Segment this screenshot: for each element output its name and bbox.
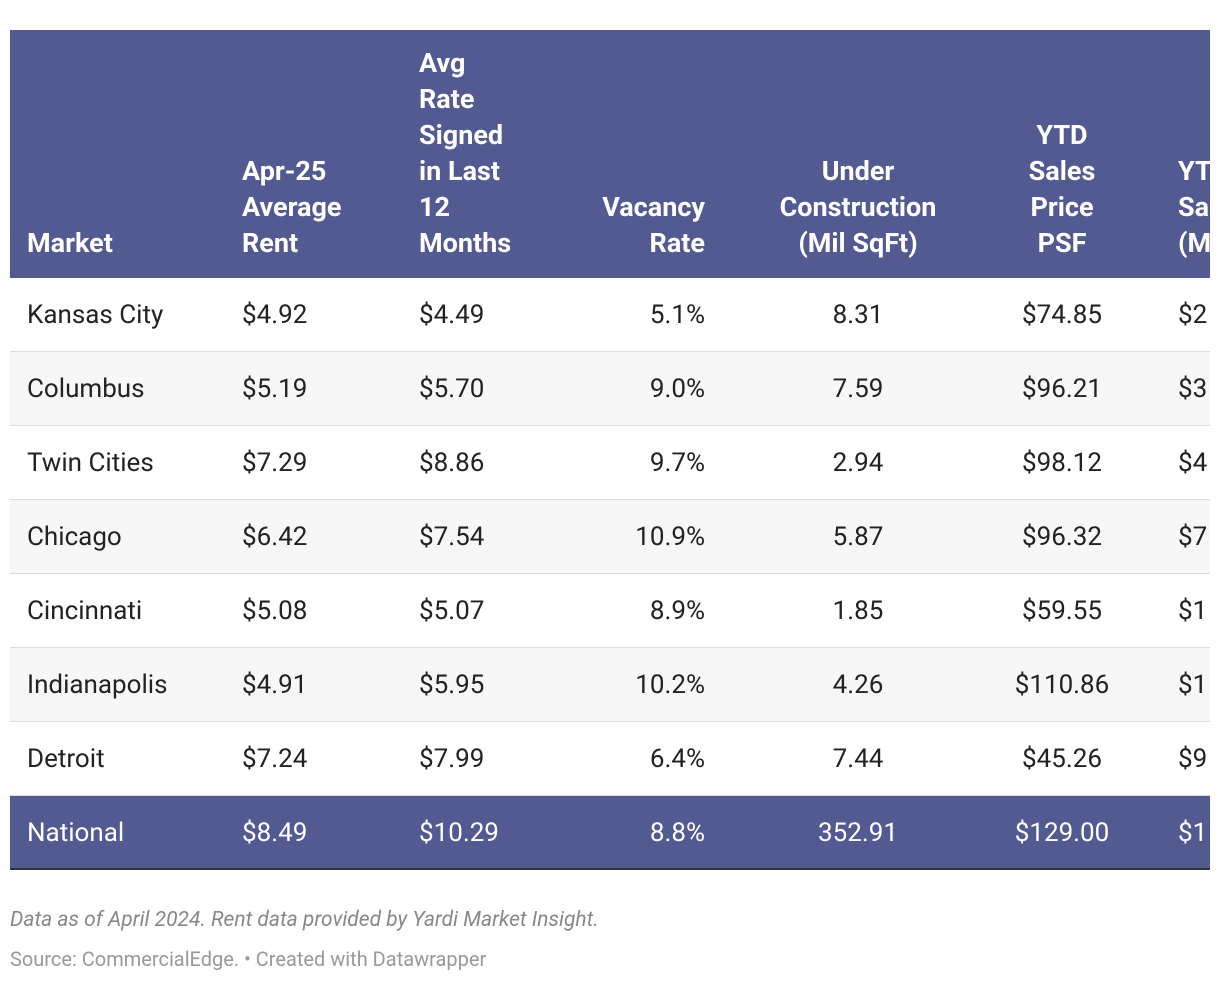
- column-header: Rent: [242, 227, 299, 259]
- table-cell: $5.95: [419, 670, 485, 700]
- table-cell: $5.08: [242, 596, 308, 626]
- table-cell: 10.9%: [635, 522, 705, 552]
- table-cell: $129.00: [1014, 818, 1110, 848]
- column-header: PSF: [1037, 227, 1087, 259]
- total-row: National $8.49 $10.29 8.8% 352.91 $129.00 $1: [10, 796, 1210, 870]
- table-cell: $7.99: [419, 744, 485, 774]
- table-row: Cincinnati $5.08 $5.07 8.9% 1.85 $59.55 $1: [10, 574, 1210, 648]
- column-header: Rate: [649, 227, 705, 259]
- table-cell: $4.91: [242, 670, 308, 700]
- table-cell: $45.26: [1022, 744, 1102, 774]
- column-header: Rate: [419, 83, 475, 115]
- column-header: Vacancy: [602, 191, 705, 223]
- table-cell: 7.59: [832, 374, 884, 404]
- table-cell: $110.86: [1014, 670, 1110, 700]
- table-row: Kansas City $4.92 $4.49 5.1% 8.31 $74.85 $2: [10, 278, 1210, 352]
- table-cell: 9.0%: [649, 374, 705, 404]
- table-cell: $1: [1178, 596, 1208, 626]
- column-header: (M: [1178, 227, 1210, 259]
- column-header: Avg: [419, 47, 466, 79]
- table-cell: $10.29: [419, 818, 499, 848]
- table-cell: $5.70: [419, 374, 485, 404]
- column-header: YT: [1178, 155, 1210, 187]
- column-header: (Mil SqFt): [798, 227, 918, 259]
- column-header: Apr-25: [242, 155, 327, 187]
- table-cell: $7.29: [242, 448, 308, 478]
- row-label: National: [27, 818, 125, 848]
- table-row: Columbus $5.19 $5.70 9.0% 7.59 $96.21 $3: [10, 352, 1210, 426]
- notes: Data as of April 2024. Rent data provide…: [10, 908, 599, 932]
- table-cell: $98.12: [1022, 448, 1102, 478]
- column-header: Construction: [779, 191, 937, 223]
- table-cell: $4.92: [242, 300, 308, 330]
- column-header: 12: [419, 191, 450, 223]
- table-cell: $1: [1178, 818, 1208, 848]
- row-label: Kansas City: [27, 300, 164, 330]
- row-label: Columbus: [27, 374, 145, 404]
- column-header: Signed: [419, 119, 504, 151]
- table-cell: 9.7%: [649, 448, 705, 478]
- table-cell: 8.31: [832, 300, 884, 330]
- column-header: Average: [242, 191, 342, 223]
- table-cell: $8.86: [419, 448, 485, 478]
- header-band: [10, 30, 1210, 278]
- table-cell: $7: [1178, 522, 1208, 552]
- table-cell: $5.07: [419, 596, 485, 626]
- table-row: Indianapolis $4.91 $5.95 10.2% 4.26 $110.86 $1: [10, 648, 1210, 722]
- column-header: Price: [1030, 191, 1094, 223]
- table-cell: 2.94: [832, 448, 884, 478]
- table-cell: $59.55: [1022, 596, 1102, 626]
- table-cell: 6.4%: [649, 744, 705, 774]
- table-cell: $6.42: [242, 522, 308, 552]
- table-cell: $96.32: [1022, 522, 1102, 552]
- column-header: Under: [821, 155, 895, 187]
- table-cell: $5.19: [242, 374, 308, 404]
- table-cell: 1.85: [832, 596, 884, 626]
- table-cell: 352.91: [818, 818, 898, 848]
- table-cell: $8.49: [242, 818, 308, 848]
- table-cell: $96.21: [1022, 374, 1102, 404]
- table-cell: $1: [1178, 670, 1208, 700]
- data-table: Market Apr-25 Average Rent Avg Rate Signed in L…: [10, 30, 1210, 870]
- table-cell: $74.85: [1022, 300, 1102, 330]
- table-cell: $2: [1178, 300, 1208, 330]
- table-cell: 5.1%: [649, 300, 705, 330]
- source: Source: CommercialEdge. • Created with D…: [10, 947, 487, 971]
- row-label: Chicago: [27, 522, 122, 552]
- table-cell: 4.26: [832, 670, 884, 700]
- table-cell: 5.87: [832, 522, 884, 552]
- column-header: in Last: [419, 155, 501, 187]
- row-label: Indianapolis: [27, 670, 168, 700]
- column-header: YTD: [1036, 119, 1088, 151]
- column-header: Sales: [1028, 155, 1096, 187]
- table-cell: $7.54: [419, 522, 485, 552]
- column-header: Market: [27, 227, 113, 259]
- table-cell: $4: [1178, 448, 1208, 478]
- row-label: Detroit: [27, 744, 105, 774]
- column-header: Sa: [1178, 191, 1210, 223]
- table-cell: 8.9%: [649, 596, 705, 626]
- table-row: Detroit $7.24 $7.99 6.4% 7.44 $45.26 $9: [10, 722, 1210, 796]
- table-cell: $4.49: [419, 300, 485, 330]
- table-cell: $9: [1178, 744, 1208, 774]
- table-row: Chicago $6.42 $7.54 10.9% 5.87 $96.32 $7: [10, 500, 1210, 574]
- table-cell: $3: [1178, 374, 1208, 404]
- table-cell: 8.8%: [649, 818, 705, 848]
- table-cell: 10.2%: [635, 670, 705, 700]
- table-row: Twin Cities $7.29 $8.86 9.7% 2.94 $98.12 $4: [10, 426, 1210, 500]
- row-label: Cincinnati: [27, 596, 143, 626]
- row-label: Twin Cities: [27, 448, 154, 478]
- column-header: Months: [419, 227, 512, 259]
- table-cell: $7.24: [242, 744, 308, 774]
- table-cell: 7.44: [832, 744, 884, 774]
